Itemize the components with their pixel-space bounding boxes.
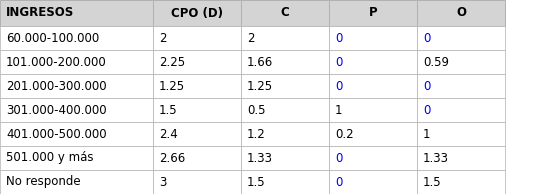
Text: P: P [369,7,377,20]
Bar [153,146,241,170]
Bar [329,146,417,170]
Bar [0,0,153,26]
Text: 201.000-300.000: 201.000-300.000 [6,80,106,93]
Bar [153,0,241,26]
Bar [0,170,153,194]
Text: 101.000-200.000: 101.000-200.000 [6,55,107,68]
Bar [417,26,505,50]
Bar [153,26,241,50]
Bar [241,74,329,98]
Text: 2: 2 [159,31,167,44]
Text: 1.66: 1.66 [247,55,273,68]
Text: O: O [456,7,466,20]
Text: 501.000 y más: 501.000 y más [6,152,93,165]
Text: 0: 0 [335,55,342,68]
Bar [329,50,417,74]
Bar [0,122,153,146]
Bar [241,146,329,170]
Bar [153,122,241,146]
Text: 1: 1 [423,127,430,140]
Bar [0,98,153,122]
Text: 0: 0 [423,80,430,93]
Bar [153,98,241,122]
Text: 3: 3 [159,176,167,189]
Text: 1.5: 1.5 [159,104,177,117]
Text: 2.4: 2.4 [159,127,178,140]
Bar [153,50,241,74]
Text: 0: 0 [335,31,342,44]
Text: 1.33: 1.33 [423,152,449,165]
Bar [0,74,153,98]
Bar [329,0,417,26]
Bar [241,26,329,50]
Text: 0.59: 0.59 [423,55,449,68]
Bar [417,122,505,146]
Text: 1.25: 1.25 [159,80,185,93]
Bar [329,74,417,98]
Text: No responde: No responde [6,176,81,189]
Bar [153,74,241,98]
Text: 1.25: 1.25 [247,80,273,93]
Bar [241,98,329,122]
Text: INGRESOS: INGRESOS [6,7,74,20]
Text: 1.5: 1.5 [423,176,442,189]
Text: 2.66: 2.66 [159,152,185,165]
Text: 0: 0 [335,176,342,189]
Text: 0.2: 0.2 [335,127,354,140]
Bar [417,98,505,122]
Bar [0,146,153,170]
Text: 1.2: 1.2 [247,127,266,140]
Bar [329,122,417,146]
Bar [417,170,505,194]
Bar [417,146,505,170]
Bar [241,0,329,26]
Bar [417,74,505,98]
Bar [153,170,241,194]
Bar [241,122,329,146]
Bar [417,50,505,74]
Text: 401.000-500.000: 401.000-500.000 [6,127,106,140]
Text: 0.5: 0.5 [247,104,265,117]
Text: 2.25: 2.25 [159,55,185,68]
Bar [0,26,153,50]
Text: 1.5: 1.5 [247,176,265,189]
Text: 0: 0 [335,152,342,165]
Bar [417,0,505,26]
Text: 301.000-400.000: 301.000-400.000 [6,104,106,117]
Text: 1: 1 [335,104,342,117]
Text: 1.33: 1.33 [247,152,273,165]
Bar [329,26,417,50]
Bar [0,50,153,74]
Text: C: C [281,7,289,20]
Bar [329,98,417,122]
Bar [241,170,329,194]
Text: 0: 0 [335,80,342,93]
Text: 0: 0 [423,104,430,117]
Text: 2: 2 [247,31,254,44]
Bar [241,50,329,74]
Bar [329,170,417,194]
Text: 0: 0 [423,31,430,44]
Text: 60.000-100.000: 60.000-100.000 [6,31,99,44]
Text: CPO (D): CPO (D) [171,7,223,20]
